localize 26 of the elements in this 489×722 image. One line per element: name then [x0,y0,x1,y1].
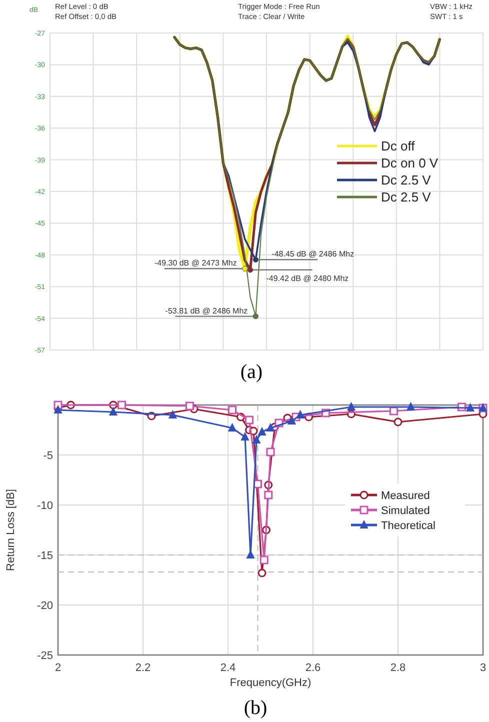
y-tick-label: -5 [43,450,53,462]
legend-label: Dc 2.5 V [381,172,432,188]
annotation: -53.81 dB @ 2486 Mhz [165,306,248,316]
x-tick-label: 2.8 [390,662,406,674]
text: (b) [244,697,268,719]
annotation: -49.30 dB @ 2473 Mhz [154,258,237,268]
legend-label: Simulated [381,504,430,517]
text: (a) [240,361,263,383]
legend-label: Dc on 0 V [381,156,438,171]
legend-label: Dc off [381,138,416,154]
x-tick-label: 2.6 [305,662,321,674]
y-axis-title: Return Loss [dB] [5,489,17,571]
x-tick-label: 3 [480,662,486,674]
x-axis-title: Frequency(GHz) [230,677,312,689]
x-tick-label: 2 [54,662,62,674]
annotation: -49.42 dB @ 2480 Mhz [266,274,349,283]
y-tick-label: -10 [37,500,53,512]
legend-label: Dc 2.5 V [381,190,432,205]
x-tick-label: 2.4 [220,662,236,674]
x-tick-label: 2.2 [135,662,151,674]
y-tick-label: -15 [37,550,53,562]
annotation: -48.45 dB @ 2486 Mhz [272,250,354,259]
legend-label: Measured [381,490,430,502]
legend-label: Theoretical [381,520,436,532]
y-tick-label: -20 [37,600,53,612]
y-tick-label: -25 [37,650,53,662]
